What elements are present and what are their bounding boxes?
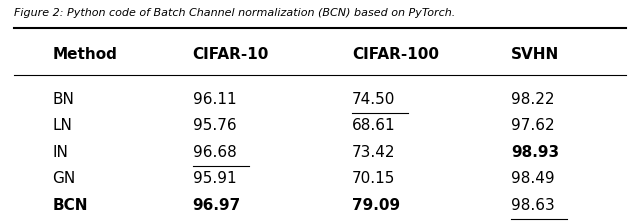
Text: 97.62: 97.62 [511,118,555,133]
Text: 98.22: 98.22 [511,92,555,107]
Text: BN: BN [52,92,74,107]
Text: CIFAR-100: CIFAR-100 [352,47,439,62]
Text: Method: Method [52,47,117,62]
Text: 74.50: 74.50 [352,92,396,107]
Text: LN: LN [52,118,72,133]
Text: BCN: BCN [52,198,88,213]
Text: 98.93: 98.93 [511,145,559,160]
Text: CIFAR-10: CIFAR-10 [193,47,269,62]
Text: GN: GN [52,171,76,186]
Text: 96.11: 96.11 [193,92,236,107]
Text: 68.61: 68.61 [352,118,396,133]
Text: 70.15: 70.15 [352,171,396,186]
Text: Figure 2: Python code of Batch Channel normalization (BCN) based on PyTorch.: Figure 2: Python code of Batch Channel n… [14,8,456,18]
Text: 95.91: 95.91 [193,171,236,186]
Text: 96.68: 96.68 [193,145,236,160]
Text: 98.63: 98.63 [511,198,555,213]
Text: 73.42: 73.42 [352,145,396,160]
Text: 95.76: 95.76 [193,118,236,133]
Text: IN: IN [52,145,68,160]
Text: SVHN: SVHN [511,47,559,62]
Text: 98.49: 98.49 [511,171,555,186]
Text: 96.97: 96.97 [193,198,241,213]
Text: 79.09: 79.09 [352,198,400,213]
